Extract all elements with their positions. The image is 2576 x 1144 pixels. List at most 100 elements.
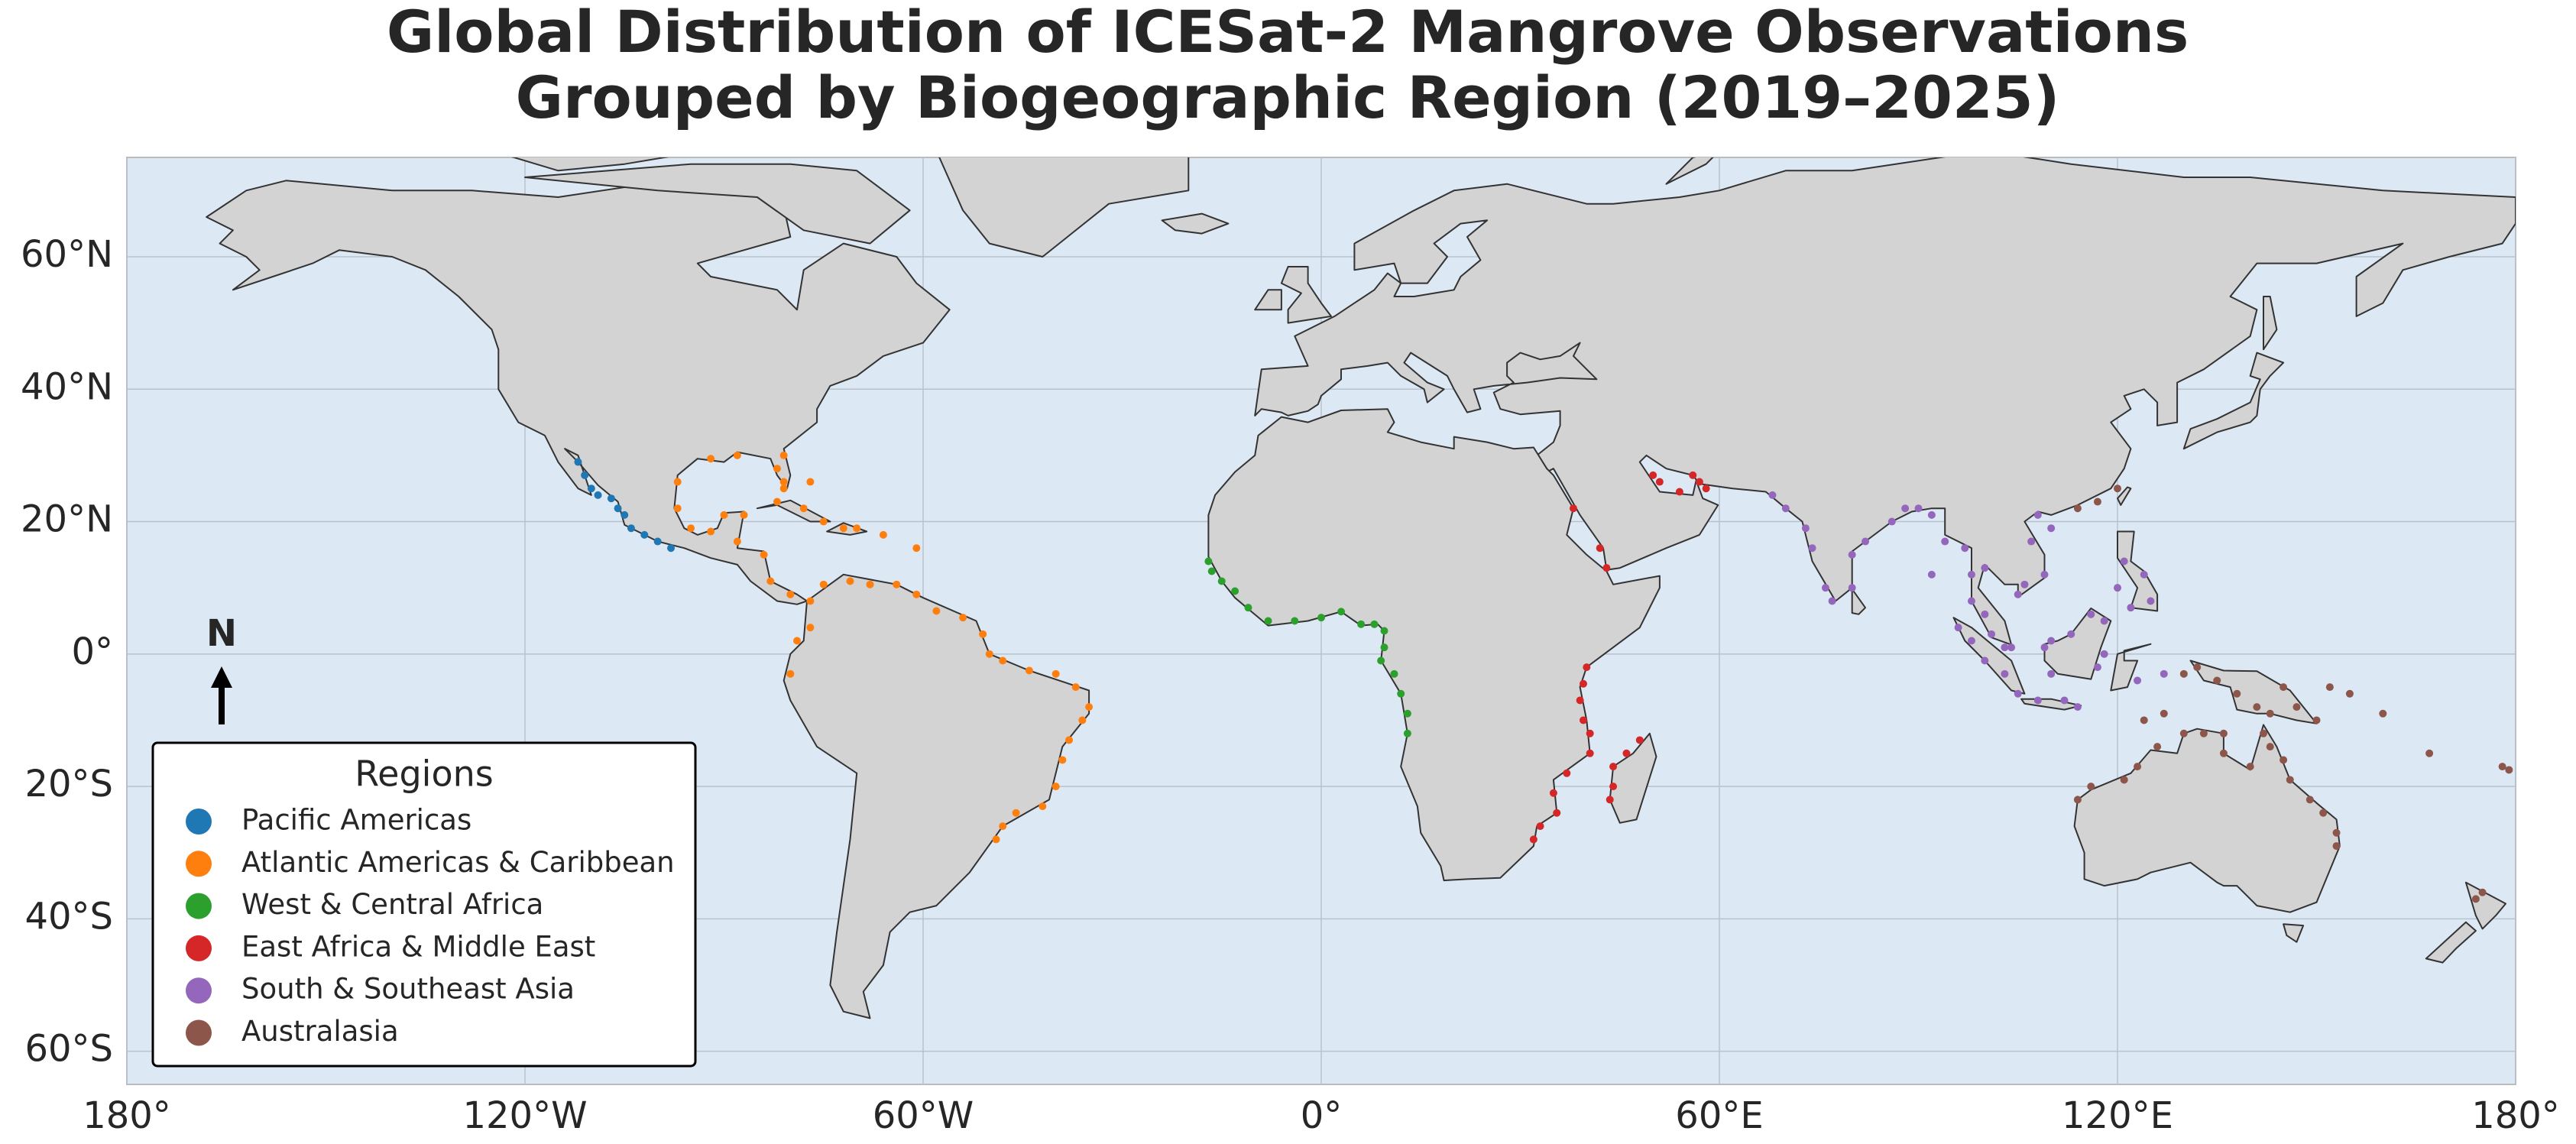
observation-point: [2260, 729, 2268, 737]
y-tick-label: 20°S: [24, 763, 113, 805]
legend-label: West & Central Africa: [241, 888, 543, 921]
observation-point: [1078, 716, 1087, 724]
observation-point: [979, 630, 987, 638]
landmass: [2043, 608, 2112, 680]
landmass: [1609, 732, 1657, 824]
observation-point: [2093, 497, 2101, 506]
observation-point: [2179, 729, 2188, 737]
observation-point: [2325, 683, 2334, 692]
observation-point: [773, 465, 781, 473]
legend-label: Australasia: [241, 1015, 399, 1048]
observation-point: [2001, 669, 2009, 678]
observation-point: [2100, 617, 2108, 625]
landmass: [1207, 408, 1661, 882]
observation-point: [2007, 643, 2016, 652]
y-tick-label: 40°S: [24, 895, 113, 938]
observation-point: [959, 614, 967, 622]
observation-point: [2286, 776, 2294, 784]
observation-point: [574, 458, 582, 466]
north-arrow-head: [211, 666, 232, 688]
observation-point: [1586, 749, 1594, 757]
observation-point: [2020, 580, 2029, 588]
observation-point: [1244, 604, 1252, 612]
observation-point: [1012, 809, 1020, 817]
observation-point: [1927, 570, 1936, 578]
observation-point: [1596, 544, 1604, 553]
observation-point: [2100, 650, 2108, 658]
observation-point: [1781, 504, 1790, 513]
observation-point: [799, 504, 808, 513]
observation-point: [1380, 643, 1388, 652]
observation-point: [2014, 590, 2022, 598]
observation-point: [2027, 537, 2036, 546]
observation-point: [1051, 783, 1060, 791]
landmass: [2110, 643, 2152, 692]
observation-point: [2345, 689, 2354, 698]
observation-point: [2014, 689, 2022, 698]
observation-point: [1927, 510, 1936, 519]
observation-point: [1377, 656, 1385, 665]
observation-point: [621, 510, 629, 519]
legend-label: South & Southeast Asia: [241, 973, 575, 1006]
observation-point: [2134, 763, 2142, 771]
observation-point: [1579, 679, 1587, 688]
observation-point: [1848, 550, 1856, 559]
observation-point: [1941, 537, 1949, 546]
observation-point: [2160, 709, 2168, 718]
observation-point: [806, 597, 815, 605]
landmass: [524, 163, 911, 245]
observation-point: [2280, 756, 2288, 764]
observation-point: [2147, 597, 2155, 605]
observation-point: [779, 484, 788, 493]
observation-point: [2127, 604, 2135, 612]
observation-point: [1981, 610, 1989, 618]
observation-point: [2040, 643, 2049, 652]
observation-point: [766, 577, 775, 585]
observation-point: [1403, 709, 1411, 718]
observation-point: [1981, 656, 1989, 665]
observation-point: [2114, 584, 2121, 592]
observation-point: [912, 590, 921, 598]
y-tick-label: 60°S: [24, 1028, 113, 1071]
observation-point: [2073, 796, 2082, 804]
observation-point: [733, 537, 741, 546]
legend-marker: [186, 977, 212, 1004]
observation-point: [2047, 524, 2056, 533]
legend-box: [151, 741, 697, 1068]
observation-point: [1609, 783, 1618, 791]
landmass: [2263, 296, 2278, 351]
observation-point: [866, 580, 874, 588]
chart-title: Grouped by Biogeographic Region (2019–20…: [516, 63, 2060, 131]
observation-point: [1988, 630, 1996, 638]
observation-point: [806, 478, 815, 486]
observation-point: [760, 550, 768, 559]
observation-point: [2266, 709, 2274, 718]
observation-point: [1337, 608, 1346, 616]
observation-point: [2213, 676, 2221, 685]
landmass: [2283, 923, 2305, 943]
legend-label: Atlantic Americas & Caribbean: [241, 846, 675, 879]
observation-point: [1655, 478, 1664, 486]
ticks: 180° 120°W 60°W 0° 60°E 120°E 180° 60°S 40°S 20°S…: [21, 233, 2560, 1137]
observation-point: [2140, 716, 2148, 724]
observation-point: [640, 530, 649, 539]
observation-point: [1622, 749, 1631, 757]
x-tick-label: 180°: [83, 1094, 171, 1137]
observation-point: [1967, 637, 1975, 645]
observation-point: [1961, 544, 1969, 553]
observation-point: [999, 822, 1007, 831]
observation-point: [1901, 504, 1910, 513]
observation-point: [1039, 802, 1047, 811]
observation-point: [1553, 809, 1561, 817]
observation-point: [1848, 584, 1856, 592]
landmass: [2182, 352, 2285, 450]
observation-point: [1317, 614, 1325, 622]
observation-point: [1862, 537, 1870, 546]
y-tick-label: 40°N: [21, 365, 113, 408]
observation-point: [819, 580, 828, 588]
observation-point: [1914, 504, 1923, 513]
observation-point: [1801, 524, 1810, 533]
observation-point: [2134, 676, 2142, 685]
